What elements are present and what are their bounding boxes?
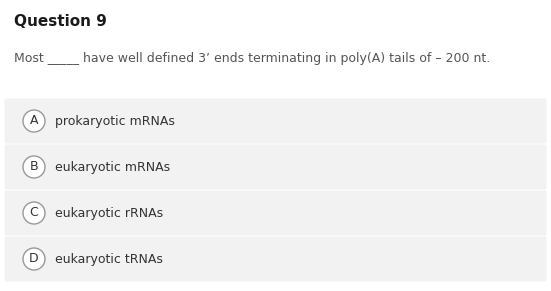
Text: C: C xyxy=(30,207,39,219)
Ellipse shape xyxy=(23,110,45,132)
FancyBboxPatch shape xyxy=(4,98,547,143)
FancyBboxPatch shape xyxy=(4,237,547,281)
Ellipse shape xyxy=(23,202,45,224)
Text: Most _____ have well defined 3’ ends terminating in poly(A) tails of – 200 nt.: Most _____ have well defined 3’ ends ter… xyxy=(14,52,490,65)
FancyBboxPatch shape xyxy=(4,191,547,235)
Text: eukaryotic tRNAs: eukaryotic tRNAs xyxy=(55,253,163,265)
Text: B: B xyxy=(30,161,39,173)
Text: D: D xyxy=(29,253,39,265)
FancyBboxPatch shape xyxy=(4,145,547,189)
Text: A: A xyxy=(30,114,38,127)
Ellipse shape xyxy=(23,156,45,178)
Text: eukaryotic mRNAs: eukaryotic mRNAs xyxy=(55,161,170,173)
Text: prokaryotic mRNAs: prokaryotic mRNAs xyxy=(55,114,175,127)
Text: eukaryotic rRNAs: eukaryotic rRNAs xyxy=(55,207,163,219)
Ellipse shape xyxy=(23,248,45,270)
Text: Question 9: Question 9 xyxy=(14,14,107,29)
